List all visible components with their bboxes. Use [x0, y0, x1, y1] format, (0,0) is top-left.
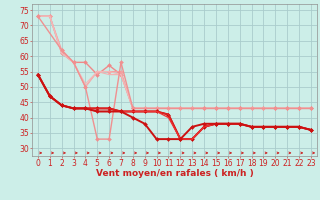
X-axis label: Vent moyen/en rafales ( km/h ): Vent moyen/en rafales ( km/h ) [96, 169, 253, 178]
